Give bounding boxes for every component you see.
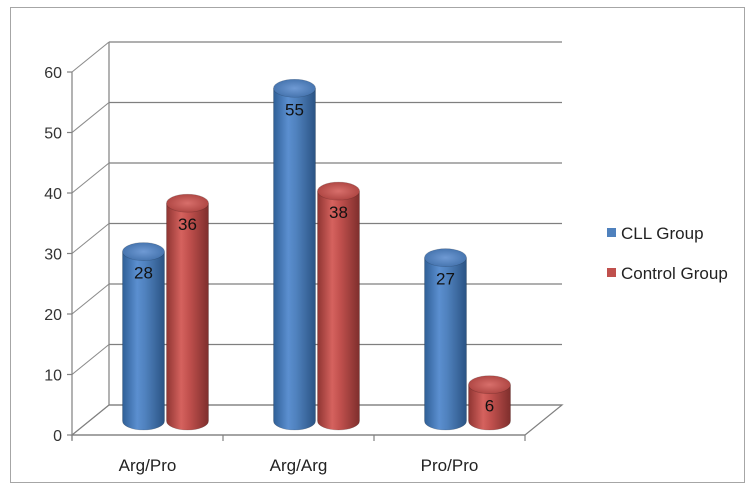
- y-tick-label: 10: [44, 368, 62, 385]
- legend-item: Control Group: [607, 264, 728, 283]
- bars: [122, 78, 511, 431]
- y-tick-label: 60: [44, 65, 62, 82]
- x-tick-label: Arg/Pro: [119, 456, 177, 475]
- bar-top: [166, 193, 209, 213]
- legend-swatch: [607, 268, 616, 277]
- axes: 0 10 20 30 40 50 60 Arg/Pro Arg/Arg Pro/Pro: [44, 65, 526, 475]
- y-tick-label: 50: [44, 126, 62, 143]
- legend-item: CLL Group: [607, 224, 704, 243]
- bar: [273, 78, 316, 431]
- bar-top: [273, 78, 316, 98]
- y-tick-label: 0: [53, 428, 62, 445]
- gridline-side: [71, 223, 110, 254]
- legend: CLL Group Control Group: [607, 224, 728, 283]
- gridline-side: [71, 283, 110, 315]
- bar: [468, 375, 511, 431]
- data-labels: 28 36 55 38 27 6: [134, 100, 494, 415]
- gridline-side: [71, 162, 110, 194]
- bar-top: [468, 375, 511, 395]
- bar-body: [166, 202, 209, 431]
- gridline-side: [71, 344, 110, 375]
- x-tick-label: Pro/Pro: [421, 456, 479, 475]
- gridline-side: [71, 102, 110, 133]
- legend-label: CLL Group: [621, 224, 704, 243]
- data-label: 55: [285, 100, 304, 119]
- bar-body: [317, 190, 360, 431]
- bar-body: [273, 87, 316, 431]
- y-tick-label: 30: [44, 247, 62, 264]
- x-tick-label: Arg/Arg: [270, 456, 328, 475]
- bar: [424, 248, 467, 431]
- bar-body: [122, 251, 165, 431]
- bar-top: [122, 242, 165, 261]
- y-tick-label: 40: [44, 186, 62, 203]
- bar-top: [424, 248, 467, 267]
- bar-body: [468, 384, 511, 431]
- gridline-side: [71, 41, 110, 73]
- legend-swatch: [607, 228, 616, 237]
- bar: [166, 193, 209, 431]
- bar: [317, 181, 360, 431]
- data-label: 36: [178, 215, 197, 234]
- data-label: 38: [329, 203, 348, 222]
- data-label: 6: [485, 397, 494, 416]
- y-tick-label: 20: [44, 307, 62, 324]
- data-label: 27: [436, 270, 455, 289]
- bar-top: [317, 181, 360, 201]
- bar: [122, 242, 165, 431]
- legend-label: Control Group: [621, 264, 728, 283]
- data-label: 28: [134, 264, 153, 283]
- bar-body: [424, 257, 467, 431]
